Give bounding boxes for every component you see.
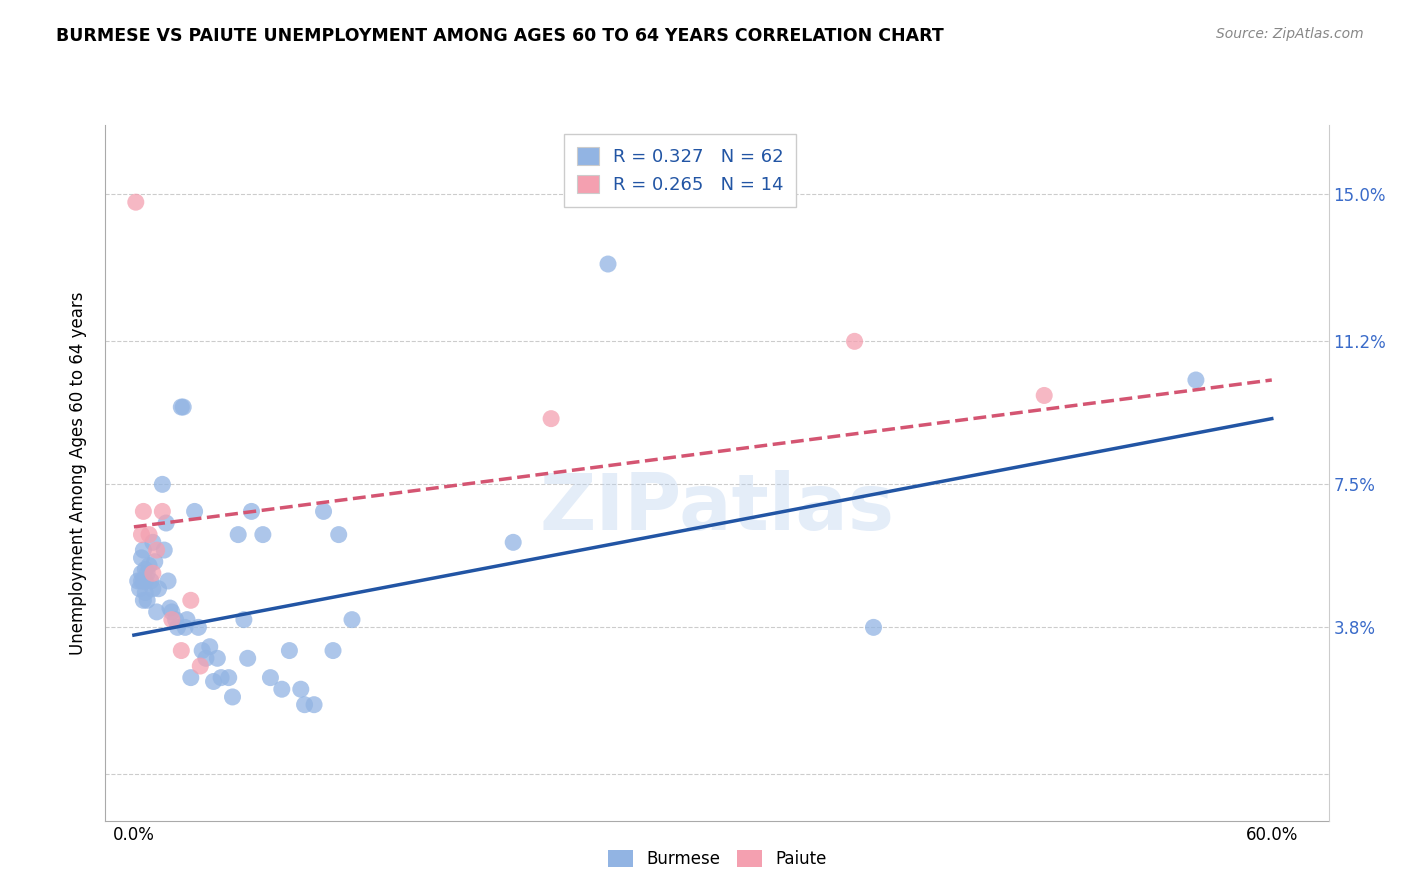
Point (134, 562, 156, 576)
Point (165, 613, 187, 627)
Point (157, 574, 180, 588)
Point (136, 566, 159, 581)
Point (180, 671, 202, 685)
Point (174, 620, 197, 634)
Point (862, 620, 884, 634)
Point (150, 504, 173, 518)
Point (131, 527, 153, 541)
Point (159, 601, 181, 615)
Point (134, 585, 156, 599)
Point (139, 574, 162, 588)
Point (312, 504, 335, 518)
Y-axis label: Unemployment Among Ages 60 to 64 years: Unemployment Among Ages 60 to 64 years (69, 291, 87, 655)
Point (180, 593, 202, 607)
Point (166, 620, 188, 634)
Point (340, 613, 363, 627)
Point (145, 543, 167, 558)
Point (131, 566, 153, 581)
Point (252, 527, 274, 541)
Point (302, 698, 325, 712)
Point (183, 504, 205, 518)
Point (218, 671, 240, 685)
Point (125, 195, 148, 210)
Point (170, 400, 193, 414)
Point (132, 593, 155, 607)
Point (131, 550, 153, 565)
Point (131, 574, 153, 588)
Point (143, 555, 166, 569)
Point (194, 651, 217, 665)
Point (259, 671, 281, 685)
Point (187, 620, 209, 634)
Point (540, 411, 562, 425)
Point (294, 698, 316, 712)
Point (191, 643, 214, 657)
Point (132, 504, 155, 518)
Point (236, 651, 259, 665)
Point (132, 543, 155, 558)
Point (502, 535, 524, 549)
Point (202, 674, 225, 689)
Point (240, 504, 263, 518)
Point (142, 535, 165, 549)
Point (232, 613, 254, 627)
Point (844, 334, 866, 349)
Point (170, 643, 193, 657)
Point (138, 558, 160, 573)
Point (150, 477, 173, 491)
Point (290, 682, 312, 697)
Point (188, 659, 211, 673)
Text: Source: ZipAtlas.com: Source: ZipAtlas.com (1216, 27, 1364, 41)
Point (142, 566, 165, 581)
Point (270, 682, 292, 697)
Point (1033, 388, 1056, 402)
Point (134, 574, 156, 588)
Text: ZIPatlas: ZIPatlas (540, 469, 894, 546)
Text: BURMESE VS PAIUTE UNEMPLOYMENT AMONG AGES 60 TO 64 YEARS CORRELATION CHART: BURMESE VS PAIUTE UNEMPLOYMENT AMONG AGE… (56, 27, 943, 45)
Point (138, 527, 160, 541)
Point (207, 651, 229, 665)
Point (176, 613, 198, 627)
Point (132, 574, 155, 588)
Point (155, 516, 177, 530)
Point (172, 400, 194, 414)
Point (221, 690, 243, 704)
Point (596, 257, 619, 271)
Point (278, 643, 301, 657)
Point (145, 605, 167, 619)
Point (136, 593, 159, 607)
Legend: Burmese, Paiute: Burmese, Paiute (600, 844, 834, 875)
Point (153, 543, 176, 558)
Point (128, 582, 150, 596)
Point (160, 605, 183, 619)
Point (1185, 373, 1208, 387)
Point (322, 643, 344, 657)
Point (226, 527, 249, 541)
Point (198, 640, 221, 654)
Point (127, 574, 149, 588)
Point (209, 671, 232, 685)
Point (142, 582, 165, 596)
Point (328, 527, 350, 541)
Point (160, 613, 183, 627)
Point (148, 582, 170, 596)
